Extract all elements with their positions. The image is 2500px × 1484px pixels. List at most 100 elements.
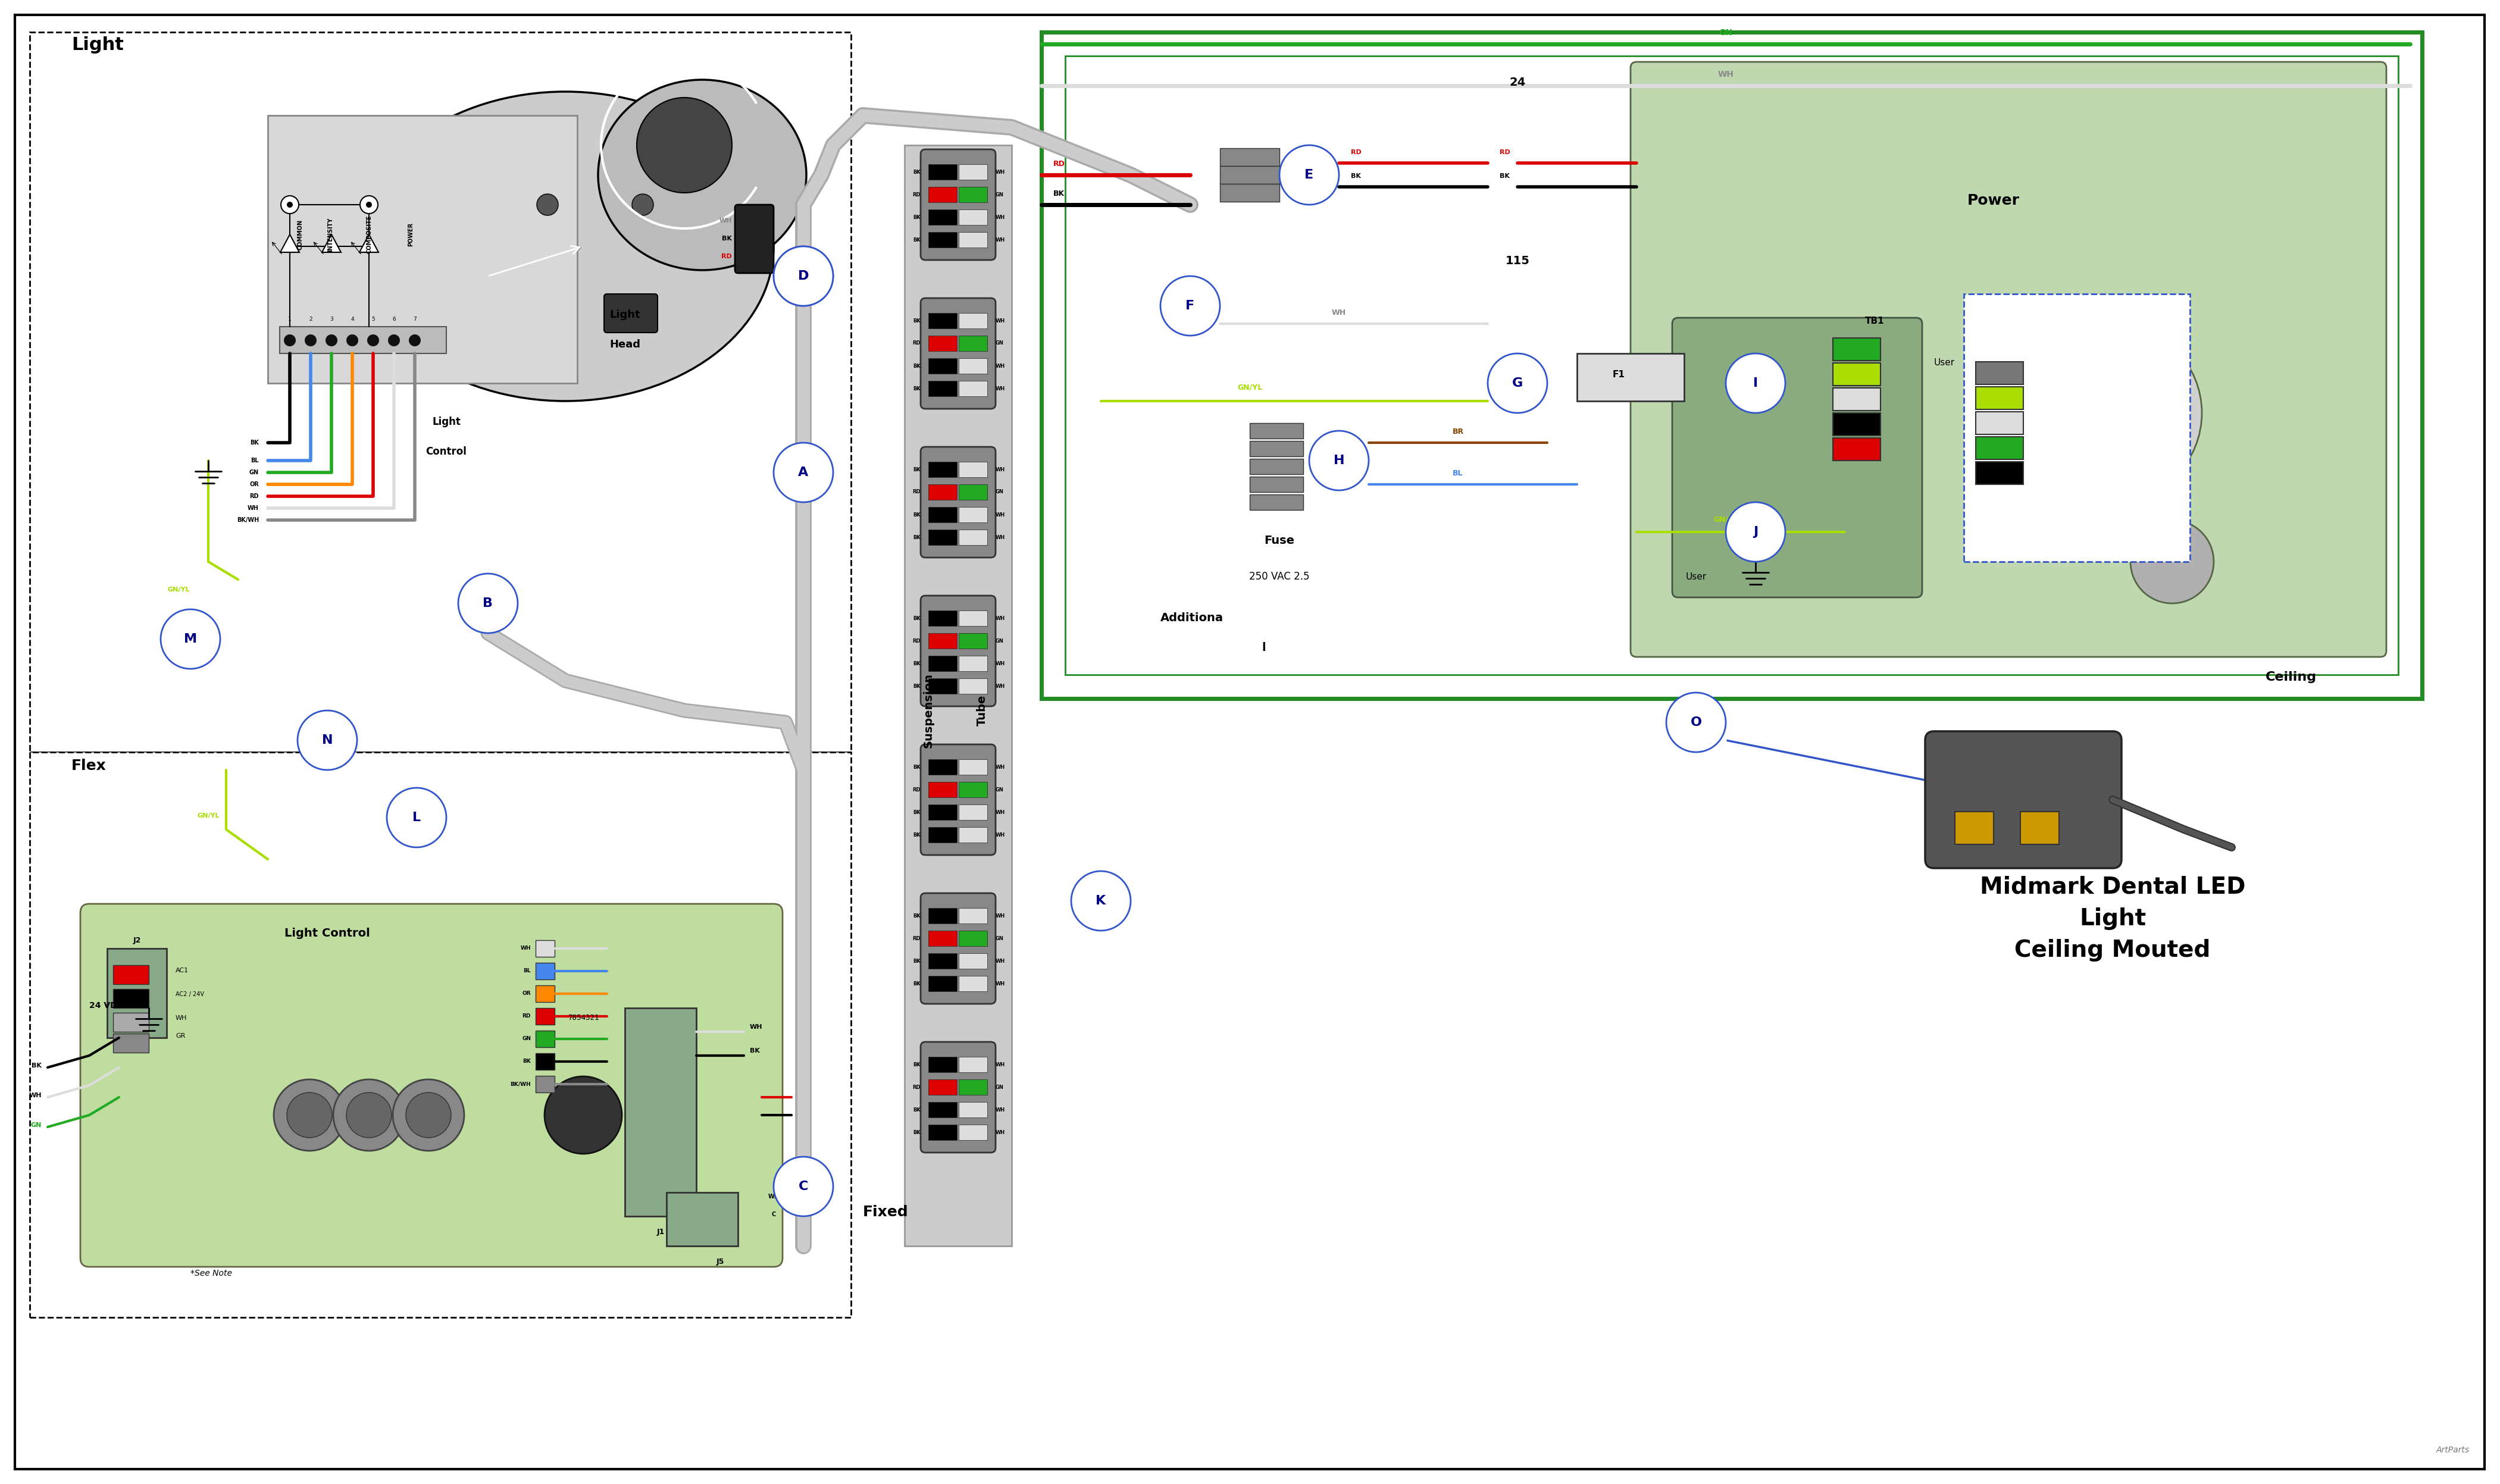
FancyBboxPatch shape — [957, 930, 988, 947]
Circle shape — [348, 334, 357, 346]
Circle shape — [410, 334, 420, 346]
Text: Fuse: Fuse — [1265, 534, 1295, 546]
Circle shape — [387, 334, 400, 346]
Text: G: G — [1512, 377, 1522, 389]
Text: RD: RD — [1052, 160, 1065, 168]
Text: BK: BK — [912, 169, 920, 175]
Text: BK: BK — [912, 913, 920, 919]
Circle shape — [298, 711, 357, 770]
FancyBboxPatch shape — [1672, 318, 1922, 598]
FancyBboxPatch shape — [957, 1057, 988, 1073]
Text: Midmark Dental LED
Light
Ceiling Mouted: Midmark Dental LED Light Ceiling Mouted — [1980, 876, 2245, 962]
Text: WH: WH — [995, 833, 1005, 837]
Text: RD: RD — [912, 936, 920, 941]
Circle shape — [288, 1092, 332, 1138]
Circle shape — [1668, 693, 1725, 752]
FancyArrowPatch shape — [490, 246, 580, 276]
FancyBboxPatch shape — [268, 116, 578, 383]
Text: BL: BL — [250, 457, 260, 463]
Text: I: I — [1752, 377, 1757, 389]
FancyBboxPatch shape — [957, 827, 988, 843]
Text: WH: WH — [995, 981, 1005, 987]
FancyBboxPatch shape — [927, 381, 957, 396]
Circle shape — [325, 334, 338, 346]
FancyBboxPatch shape — [1965, 294, 2190, 562]
Text: BK: BK — [522, 1060, 530, 1064]
FancyBboxPatch shape — [30, 752, 850, 1318]
Text: GN: GN — [995, 936, 1005, 941]
Text: l: l — [1262, 643, 1265, 653]
Text: GN: GN — [995, 191, 1005, 197]
Text: BK: BK — [912, 764, 920, 770]
Text: WH: WH — [995, 959, 1005, 963]
Text: BK: BK — [912, 215, 920, 220]
Text: Additiona: Additiona — [1160, 613, 1222, 623]
FancyBboxPatch shape — [1220, 166, 1280, 184]
Text: RD: RD — [912, 341, 920, 346]
Text: BK: BK — [912, 833, 920, 837]
Text: WH: WH — [175, 1015, 187, 1021]
Text: WH: WH — [995, 237, 1005, 242]
Text: User: User — [1685, 573, 1708, 582]
FancyBboxPatch shape — [1955, 812, 1992, 844]
Text: Light: Light — [610, 310, 640, 321]
FancyBboxPatch shape — [1630, 62, 2388, 657]
Text: WH: WH — [750, 1024, 762, 1030]
FancyBboxPatch shape — [1065, 56, 2398, 675]
Text: BK: BK — [912, 467, 920, 472]
Circle shape — [772, 246, 832, 306]
Text: 2: 2 — [310, 316, 312, 322]
Text: 24: 24 — [1510, 77, 1525, 88]
Text: WH: WH — [995, 467, 1005, 472]
Text: RD: RD — [912, 787, 920, 792]
Text: 5: 5 — [372, 316, 375, 322]
Polygon shape — [280, 234, 300, 252]
FancyBboxPatch shape — [927, 209, 957, 226]
FancyBboxPatch shape — [957, 908, 988, 923]
Text: F1: F1 — [1612, 370, 1625, 378]
Text: BK: BK — [912, 981, 920, 987]
FancyBboxPatch shape — [927, 678, 957, 695]
Text: Tube: Tube — [978, 695, 988, 726]
FancyBboxPatch shape — [927, 953, 957, 969]
FancyBboxPatch shape — [927, 358, 957, 374]
Text: BK: BK — [912, 237, 920, 242]
FancyBboxPatch shape — [1578, 353, 1685, 401]
FancyBboxPatch shape — [957, 1125, 988, 1140]
FancyBboxPatch shape — [1925, 732, 2122, 868]
Text: BK: BK — [250, 439, 260, 445]
Polygon shape — [322, 234, 340, 252]
Text: GN: GN — [995, 638, 1005, 644]
Text: GN/YL: GN/YL — [1713, 515, 1738, 522]
FancyBboxPatch shape — [1250, 423, 1302, 439]
FancyBboxPatch shape — [920, 1042, 995, 1153]
FancyBboxPatch shape — [957, 976, 988, 991]
Text: H: H — [1332, 454, 1345, 466]
FancyBboxPatch shape — [957, 804, 988, 821]
FancyBboxPatch shape — [80, 904, 783, 1267]
Text: F: F — [1185, 300, 1195, 312]
Circle shape — [538, 194, 558, 215]
Text: RD: RD — [722, 254, 732, 260]
Circle shape — [280, 196, 298, 214]
FancyBboxPatch shape — [112, 965, 150, 984]
FancyBboxPatch shape — [920, 893, 995, 1003]
Text: Power: Power — [1968, 193, 2020, 208]
Text: BR: BR — [1452, 427, 1462, 436]
FancyBboxPatch shape — [1250, 441, 1302, 457]
Text: AC1: AC1 — [175, 968, 187, 974]
Text: WH: WH — [720, 218, 732, 224]
FancyBboxPatch shape — [927, 1057, 957, 1073]
Text: BL: BL — [1452, 469, 1462, 478]
FancyBboxPatch shape — [535, 1054, 555, 1070]
FancyBboxPatch shape — [927, 484, 957, 500]
Text: COMPOSITE: COMPOSITE — [365, 215, 372, 254]
Circle shape — [1160, 276, 1220, 335]
FancyBboxPatch shape — [927, 1103, 957, 1117]
FancyBboxPatch shape — [920, 595, 995, 706]
Text: GN: GN — [995, 1085, 1005, 1089]
Text: BK: BK — [1500, 174, 1510, 180]
FancyBboxPatch shape — [112, 1033, 150, 1052]
Text: Light: Light — [432, 417, 460, 427]
Text: BK: BK — [912, 1063, 920, 1067]
